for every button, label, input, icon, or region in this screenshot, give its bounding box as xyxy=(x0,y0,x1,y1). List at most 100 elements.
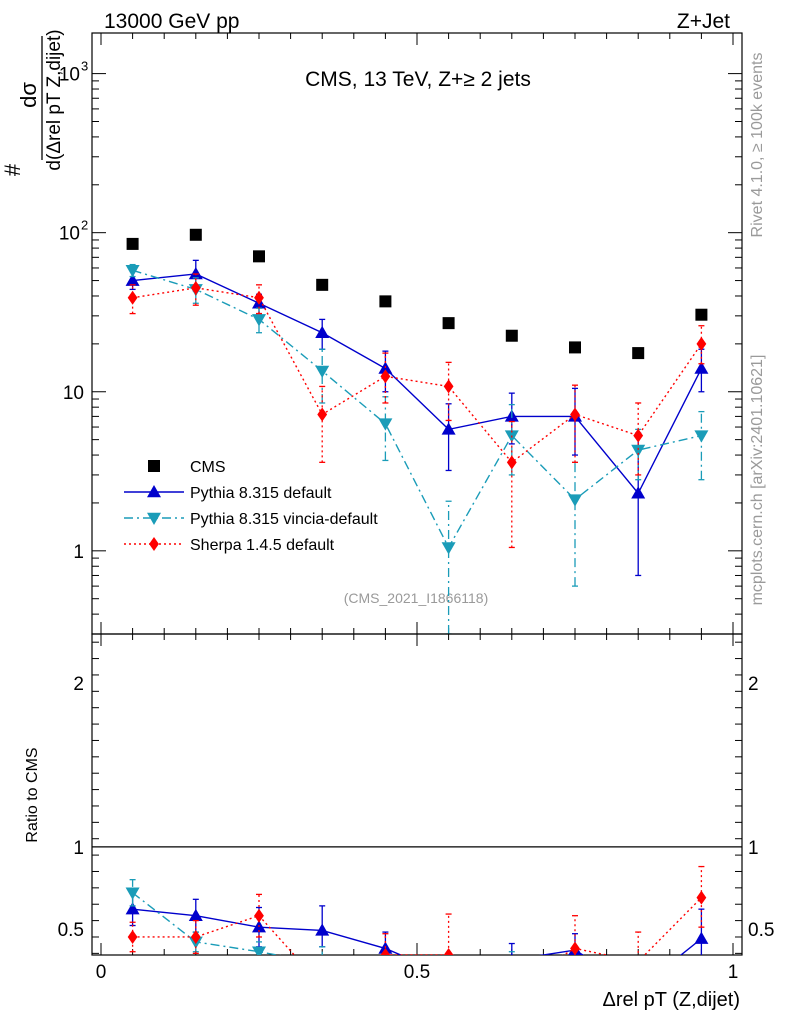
y-tick-label-right: 2 xyxy=(748,674,759,695)
data-point xyxy=(441,542,456,555)
series-line xyxy=(132,287,702,464)
y-tick-exponent: 3 xyxy=(81,59,88,74)
data-point xyxy=(147,512,161,525)
data-point xyxy=(379,295,392,308)
data-point xyxy=(633,428,644,443)
header-right: Z+Jet xyxy=(677,10,730,33)
main-ylabel: # dσ d(Δrel pT Z,dijet) xyxy=(0,29,65,176)
y-tick-label: 1 xyxy=(73,542,84,563)
data-point xyxy=(378,418,393,431)
data-point xyxy=(190,929,201,944)
data-point xyxy=(380,948,391,955)
x-tick-label: 0 xyxy=(96,962,107,983)
series-layer xyxy=(125,865,709,1011)
data-point xyxy=(441,422,456,435)
y-tick-exponent: 2 xyxy=(81,218,88,233)
y-tick-label-right: 0.5 xyxy=(748,920,774,941)
data-point xyxy=(695,308,708,321)
y-tick-label: 10 xyxy=(59,224,80,245)
data-point xyxy=(126,237,139,250)
data-point xyxy=(147,485,161,498)
mcplots-label: mcplots.cern.ch [arXiv:2401.10621] xyxy=(749,355,766,606)
data-point xyxy=(442,999,456,1011)
data-point xyxy=(443,948,454,955)
data-point xyxy=(631,444,646,458)
data-point xyxy=(694,931,709,944)
series-line xyxy=(132,273,703,495)
data-point xyxy=(568,494,582,507)
data-point xyxy=(253,250,265,263)
data-point xyxy=(190,280,201,295)
analysis-id: (CMS_2021_I1866118) xyxy=(344,590,489,606)
series-pythia-8-315-default xyxy=(125,259,709,577)
data-point xyxy=(380,369,391,384)
x-axis-label: Δrel pT (Z,dijet) xyxy=(603,989,740,1011)
data-point xyxy=(317,407,328,422)
ylabel-denominator: d(Δrel pT Z,dijet) xyxy=(44,29,65,170)
main-title: CMS, 13 TeV, Z+≥ 2 jets xyxy=(305,68,531,91)
data-point xyxy=(570,407,580,422)
data-point xyxy=(189,228,202,241)
data-point xyxy=(570,941,580,955)
data-point xyxy=(315,325,330,338)
data-point xyxy=(694,978,708,990)
legend-label: Pythia 8.315 vincia-default xyxy=(190,511,378,528)
x-tick-label: 1 xyxy=(728,962,739,983)
data-point xyxy=(317,979,327,993)
ratio-ylabel: Ratio to CMS xyxy=(24,747,41,842)
series-pythia-8-315-vincia-default xyxy=(125,263,709,634)
data-point xyxy=(315,958,329,970)
data-point xyxy=(443,379,454,394)
data-point xyxy=(694,361,709,374)
legend-label: Sherpa 1.4.5 default xyxy=(190,537,335,554)
data-point xyxy=(127,290,138,305)
data-point xyxy=(315,923,330,936)
ratio-frame xyxy=(91,633,743,956)
y-tick-label-right: 1 xyxy=(748,838,759,859)
data-point xyxy=(568,987,582,999)
data-point xyxy=(569,341,581,354)
data-point xyxy=(254,290,264,305)
data-point xyxy=(696,890,707,905)
data-point xyxy=(631,966,645,978)
x-tick-label: 0.5 xyxy=(404,962,430,983)
data-point xyxy=(632,347,645,360)
data-point xyxy=(507,977,517,991)
y-tick-label: 0.5 xyxy=(58,920,84,941)
data-point xyxy=(442,317,455,330)
y-tick-label: 1 xyxy=(73,838,84,859)
data-point xyxy=(510,952,513,955)
series-layer xyxy=(125,228,709,634)
data-point xyxy=(125,273,140,286)
ylabel-numerator: dσ xyxy=(16,82,41,108)
ylabel-hash: # xyxy=(0,163,25,176)
data-point xyxy=(505,329,518,342)
data-point xyxy=(631,486,646,499)
data-point xyxy=(442,968,456,980)
y-tick-label: 2 xyxy=(73,674,84,695)
series-cms xyxy=(126,228,708,360)
header-left: 13000 GeV pp xyxy=(104,10,239,33)
y-tick-label: 10 xyxy=(59,65,80,86)
data-point xyxy=(148,460,160,472)
legend-label: Pythia 8.315 default xyxy=(190,485,332,502)
data-point xyxy=(125,887,140,900)
data-point xyxy=(252,946,266,955)
series-sherpa-1-4-5-default xyxy=(127,273,707,549)
data-point xyxy=(149,537,159,551)
data-point xyxy=(188,266,203,280)
legend-label: CMS xyxy=(190,459,226,476)
data-point xyxy=(316,278,329,291)
data-point xyxy=(252,314,266,327)
legend: CMS Pythia 8.315 default Pythia 8.315 vinc… xyxy=(124,459,378,554)
rivet-label: Rivet 4.1.0, ≥ 100k events xyxy=(749,53,766,238)
data-point xyxy=(125,902,140,915)
data-point xyxy=(505,968,519,980)
data-point xyxy=(315,365,330,379)
data-point xyxy=(637,954,639,955)
data-point xyxy=(125,265,140,278)
data-point xyxy=(378,978,392,990)
data-point xyxy=(696,336,707,351)
